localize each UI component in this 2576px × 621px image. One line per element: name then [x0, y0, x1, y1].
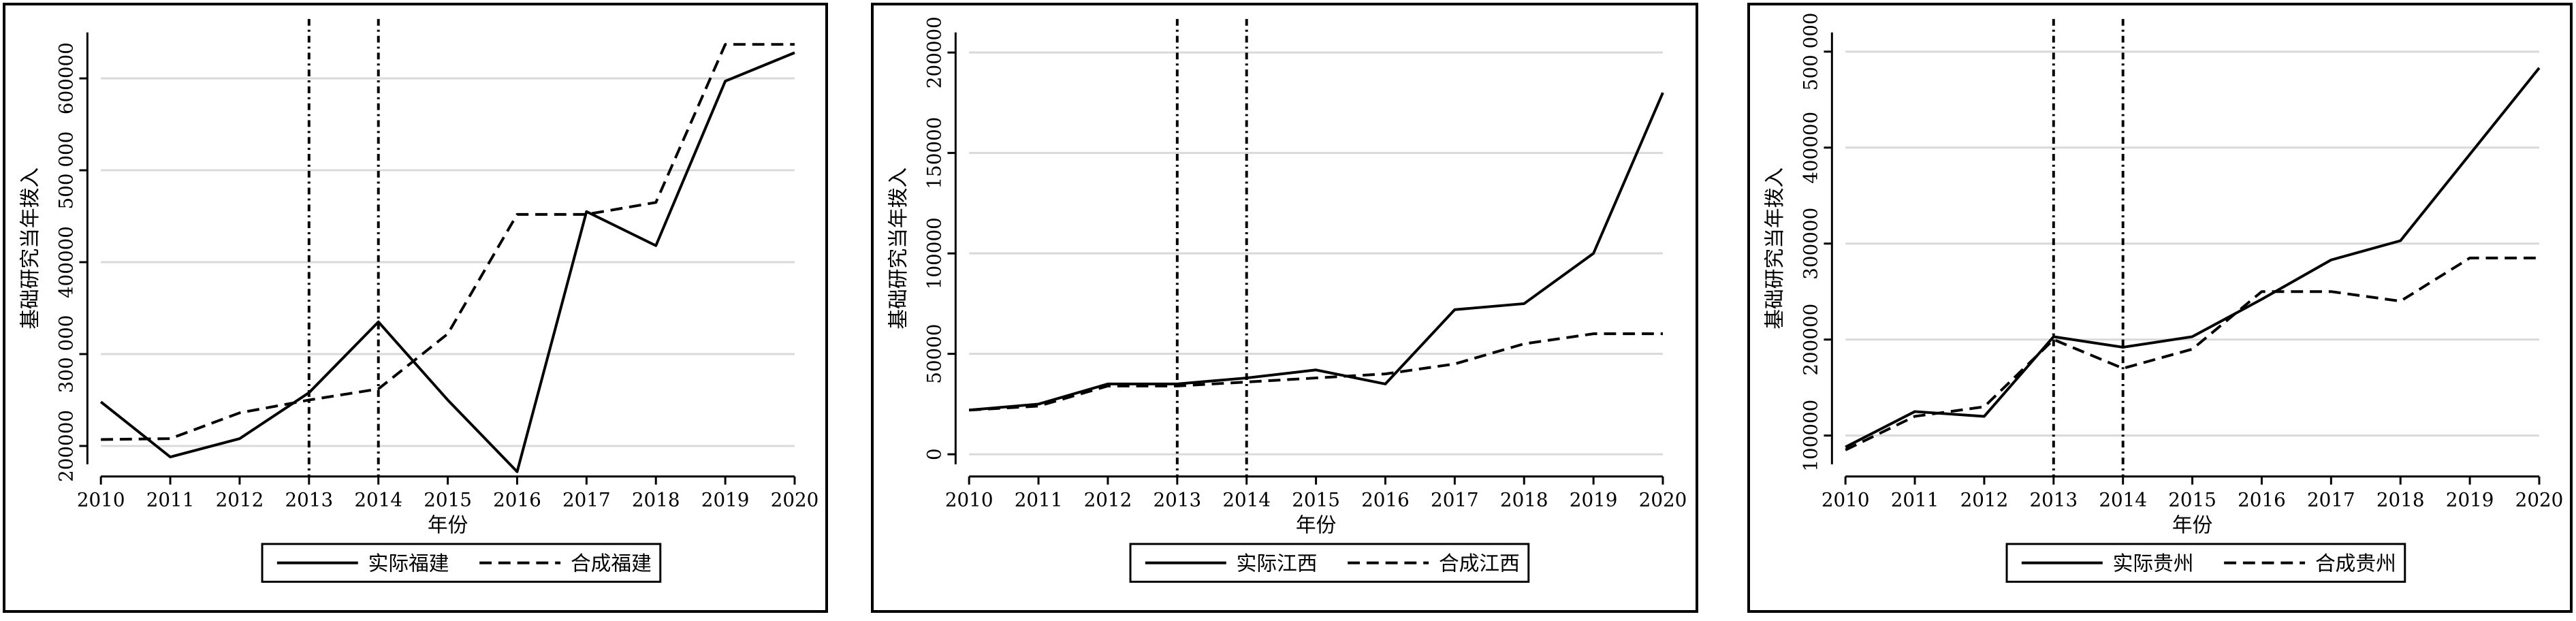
x-tick-label: 2018 [1500, 488, 1548, 511]
y-tick-label: 200000 [55, 410, 78, 482]
y-tick-label: 200000 [1800, 304, 1822, 376]
x-tick-label: 2017 [2307, 488, 2355, 511]
y-tick-label: 600000 [55, 42, 78, 114]
x-tick-label: 2016 [2238, 488, 2286, 511]
y-tick-label: 0 [923, 448, 946, 460]
x-tick-label: 2013 [1154, 488, 1202, 511]
x-tick-label: 2016 [493, 488, 541, 511]
x-tick-label: 2019 [2446, 488, 2494, 511]
x-tick-label: 2020 [771, 488, 819, 511]
x-tick-label: 2014 [354, 488, 402, 511]
x-tick-label: 2020 [1639, 488, 1687, 511]
x-tick-label: 2010 [1822, 488, 1870, 511]
y-tick-label: 100000 [923, 217, 946, 289]
x-tick-label: 2017 [1431, 488, 1479, 511]
x-tick-label: 2012 [1960, 488, 2009, 511]
y-axis-label: 基础研究当年拨入 [1763, 168, 1787, 330]
legend-label: 实际福建 [368, 552, 449, 576]
y-tick-label: 50000 [923, 324, 946, 384]
x-tick-label: 2013 [2029, 488, 2078, 511]
x-tick-label: 2019 [1570, 488, 1618, 511]
legend-label: 实际贵州 [2113, 552, 2194, 576]
chart-svg-jiangxi: 2010 2011 2012 2013 2014 2015 2016 2017 2018 2019… [887, 16, 1687, 583]
chart-panel-guizhou: 2010 2011 2012 2013 2014 2015 2016 2017 2018 2019… [1747, 3, 2573, 613]
x-tick-label: 2010 [945, 488, 993, 511]
legend-label: 合成福建 [571, 552, 652, 576]
y-tick-label: 100000 [1800, 400, 1822, 472]
x-tick-label: 2015 [1292, 488, 1340, 511]
x-tick-label: 2020 [2515, 488, 2564, 511]
x-tick-label: 2015 [424, 488, 472, 511]
x-axis-label: 年份 [2172, 513, 2212, 537]
chart-panel-fujian: 2010 2011 2012 2013 2014 2015 2016 2017 2018 2019… [3, 3, 828, 613]
series-line-actual [969, 92, 1664, 412]
series-line-synthetic [969, 332, 1663, 412]
legend-label: 合成江西 [1439, 552, 1520, 576]
x-tick-label: 2015 [2168, 488, 2216, 511]
x-axis-label: 年份 [1296, 513, 1336, 537]
series-line-synthetic [1845, 256, 2539, 451]
chart-svg-fujian: 2010 2011 2012 2013 2014 2015 2016 2017 2018 2019… [18, 18, 819, 583]
y-tick-label: 400000 [1800, 112, 1822, 184]
x-tick-label: 2017 [562, 488, 611, 511]
x-tick-label: 2011 [146, 488, 195, 511]
y-tick-label: 300 000 [55, 315, 78, 394]
y-tick-label: 500 000 [1800, 12, 1822, 91]
x-tick-label: 2014 [1222, 488, 1271, 511]
chart-svg-guizhou: 2010 2011 2012 2013 2014 2015 2016 2017 2018 2019… [1763, 12, 2564, 583]
y-tick-label: 200000 [923, 16, 946, 89]
series-line-actual [99, 51, 795, 473]
chart-panel-jiangxi: 2010 2011 2012 2013 2014 2015 2016 2017 2018 2019… [871, 3, 1698, 613]
series-line-actual [1845, 67, 2541, 449]
x-tick-label: 2019 [701, 488, 750, 511]
series-line-synthetic [101, 43, 795, 441]
x-tick-label: 2016 [1361, 488, 1410, 511]
y-axis-label: 基础研究当年拨入 [887, 168, 910, 330]
x-tick-label: 2014 [2099, 488, 2147, 511]
x-tick-label: 2018 [632, 488, 680, 511]
x-tick-label: 2011 [1015, 488, 1063, 511]
legend-label: 合成贵州 [2315, 552, 2396, 576]
y-tick-label: 150000 [923, 117, 946, 189]
x-tick-label: 2018 [2376, 488, 2425, 511]
y-tick-label: 500 000 [55, 131, 78, 210]
x-axis-label: 年份 [428, 513, 468, 537]
x-tick-label: 2010 [77, 488, 125, 511]
x-tick-label: 2013 [285, 488, 333, 511]
y-tick-label: 300000 [1800, 208, 1822, 280]
legend-label: 实际江西 [1237, 552, 1318, 576]
x-tick-label: 2011 [1891, 488, 1939, 511]
y-tick-label: 400000 [55, 226, 78, 298]
x-tick-label: 2012 [216, 488, 264, 511]
x-tick-label: 2012 [1084, 488, 1132, 511]
y-axis-label: 基础研究当年拨入 [18, 168, 42, 330]
